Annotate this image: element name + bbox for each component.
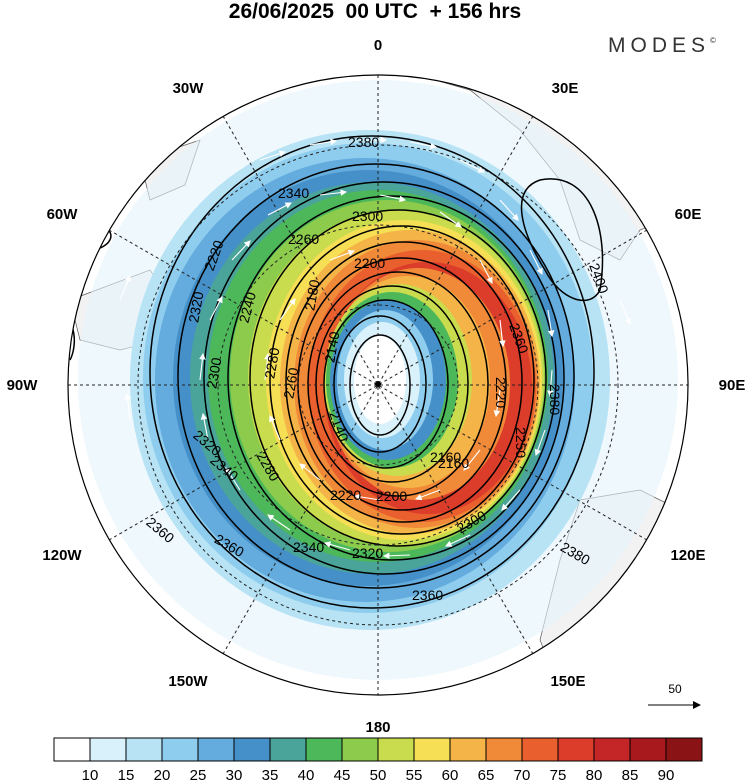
lon-label-150e: 150E — [550, 673, 585, 690]
contour-label: 2340 — [293, 539, 324, 555]
contour-label: 2180 — [301, 278, 322, 312]
lon-label-60e: 60E — [675, 206, 702, 223]
contour-label: 2200 — [354, 255, 385, 271]
lon-label-150w: 150W — [168, 673, 208, 690]
contour-label: 2320 — [185, 290, 206, 324]
contour-label: 2220 — [493, 377, 509, 408]
chart-title: 26/06/2025 00 UTC + 156 hrs — [228, 0, 522, 23]
map-border — [67, 74, 689, 696]
reference-vector-label: 50 — [668, 682, 682, 696]
wind-arrows — [119, 129, 631, 560]
contour-label: 2380 — [547, 384, 563, 415]
lon-label-180: 180 — [365, 719, 390, 736]
longitude-labels: 0 30W 30E 60W 60E 90W 90E 120W 120E 150W… — [7, 37, 746, 736]
lon-label-90w: 90W — [7, 377, 39, 394]
contour-label: 2250 — [513, 427, 529, 458]
south-pole-marker — [375, 381, 381, 387]
lon-label-120w: 120W — [42, 547, 82, 564]
contour-label: 2300 — [203, 356, 224, 390]
contour-label: 2160 — [430, 449, 461, 465]
lon-label-120e: 120E — [670, 547, 705, 564]
brand-logo: MODES© — [608, 34, 716, 58]
lon-label-60w: 60W — [47, 206, 79, 223]
contour-label: 2300 — [352, 208, 383, 224]
contour-label: 2260 — [288, 231, 319, 247]
graticule — [68, 75, 688, 695]
lon-label-0: 0 — [374, 37, 382, 54]
lon-label-90e: 90E — [719, 377, 746, 394]
wind-shading — [78, 80, 678, 680]
lon-label-30e: 30E — [552, 80, 579, 97]
brand-name: MODES — [608, 34, 711, 57]
contour-label: 2240 — [236, 290, 260, 324]
contour-label: 2340 — [278, 185, 309, 201]
contour-label: 2220 — [330, 487, 361, 503]
brand-mark: © — [710, 36, 716, 45]
contour-label: 2260 — [280, 366, 301, 400]
contour-label: 2280 — [261, 346, 282, 380]
contour-label: 2320 — [352, 545, 383, 561]
contour-label: 2380 — [348, 134, 379, 150]
contours — [68, 135, 604, 609]
contour-label: 2360 — [412, 587, 443, 603]
lon-label-30w: 30W — [173, 80, 205, 97]
contour-label: 2200 — [376, 488, 407, 504]
contour-label: 2160 — [438, 455, 469, 471]
contour-label: 2140 — [321, 330, 342, 364]
